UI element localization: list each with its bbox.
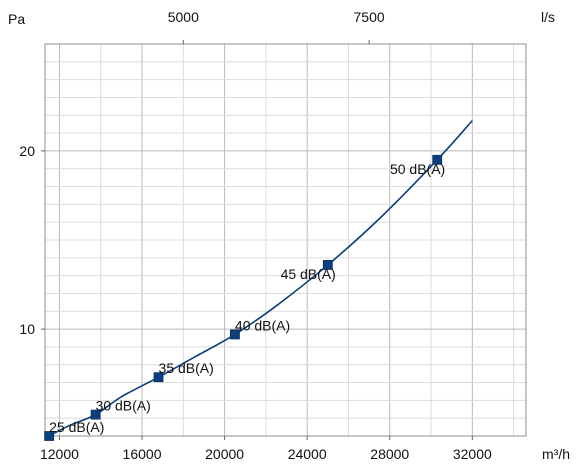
plot-frame xyxy=(44,43,527,437)
x-tick-label: 12000 xyxy=(40,446,79,462)
data-point-marker xyxy=(432,154,443,165)
data-point-marker xyxy=(230,329,240,340)
markers xyxy=(44,154,443,441)
x-tick-label: 24000 xyxy=(288,446,327,462)
y-tick-label: 20 xyxy=(19,143,35,159)
data-point-label: 45 dB(A) xyxy=(281,266,336,282)
x2-unit-label: l/s xyxy=(541,9,555,25)
x-tick-label: 28000 xyxy=(370,446,409,462)
labels: 25 dB(A) 30 dB(A) 35 dB(A) 40 dB(A) 45 dB(A)… xyxy=(49,161,445,435)
data-point-marker xyxy=(322,260,333,270)
axes: 12000 16000 20000 24000 28000 32000 5000 7500 10… xyxy=(8,9,570,462)
y-tick-label: 10 xyxy=(19,321,35,337)
data-point-label: 35 dB(A) xyxy=(159,360,214,376)
data-point-marker xyxy=(44,431,55,441)
data-point-marker xyxy=(153,372,164,383)
data-point-label: 50 dB(A) xyxy=(390,161,445,177)
x2-tick-label: 5000 xyxy=(168,9,199,25)
data-point-label: 30 dB(A) xyxy=(96,398,151,414)
y-unit-label: Pa xyxy=(8,11,25,27)
data-point-marker xyxy=(90,409,101,420)
x-tick-label: 20000 xyxy=(205,446,244,462)
grid xyxy=(45,43,526,436)
x2-tick-label: 7500 xyxy=(354,9,385,25)
data-point-label: 40 dB(A) xyxy=(235,317,290,333)
x-unit-label: m³/h xyxy=(542,446,570,462)
x-tick-label: 16000 xyxy=(123,446,162,462)
x-tick-label: 32000 xyxy=(453,446,492,462)
data-point-label: 25 dB(A) xyxy=(49,419,104,435)
